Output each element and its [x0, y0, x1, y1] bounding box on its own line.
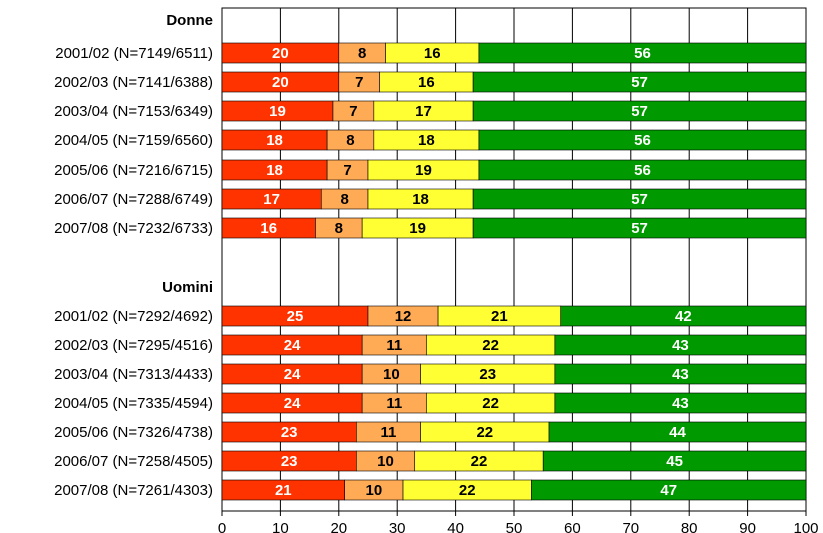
data-label: 22 [482, 337, 499, 354]
data-label: 18 [266, 162, 283, 179]
category-label: 2001/02 (N=7149/6511) [55, 45, 213, 62]
data-label: 19 [409, 220, 426, 237]
data-label: 23 [281, 453, 298, 470]
group-header: Uomini [162, 279, 213, 296]
data-label: 19 [269, 103, 286, 120]
category-label: 2002/03 (N=7141/6388) [54, 74, 213, 91]
category-label: 2004/05 (N=7159/6560) [54, 132, 213, 149]
data-label: 18 [418, 132, 435, 149]
category-label: 2002/03 (N=7295/4516) [54, 337, 213, 354]
data-label: 20 [272, 45, 289, 62]
data-label: 56 [634, 162, 651, 179]
x-tick-label: 70 [622, 520, 639, 533]
data-label: 57 [631, 191, 648, 208]
category-label: 2003/04 (N=7153/6349) [54, 103, 213, 120]
data-label: 19 [415, 162, 432, 179]
x-tick-label: 80 [681, 520, 698, 533]
data-label: 25 [287, 308, 304, 325]
data-label: 47 [660, 482, 677, 499]
data-label: 18 [412, 191, 429, 208]
data-label: 45 [666, 453, 683, 470]
plot-frame [221, 7, 807, 512]
x-tick-label: 50 [506, 520, 523, 533]
data-label: 11 [386, 337, 402, 354]
data-label: 57 [631, 103, 648, 120]
data-label: 22 [482, 395, 499, 412]
x-tick-label: 100 [793, 520, 818, 533]
x-tick-label: 90 [739, 520, 756, 533]
data-label: 7 [355, 74, 363, 91]
bar-segment [478, 159, 807, 181]
data-label: 8 [358, 45, 366, 62]
data-label: 42 [675, 308, 692, 325]
category-label: 2005/06 (N=7216/6715) [54, 162, 213, 179]
bar-segment [472, 100, 807, 122]
data-label: 8 [340, 191, 348, 208]
bar-segment [472, 217, 807, 239]
data-label: 16 [424, 45, 441, 62]
x-tick-label: 20 [330, 520, 347, 533]
bar-segment [554, 363, 807, 385]
bar-segment [472, 71, 807, 93]
data-label: 10 [365, 482, 382, 499]
data-label: 21 [275, 482, 292, 499]
data-label: 17 [415, 103, 432, 120]
data-label: 21 [491, 308, 508, 325]
data-label: 24 [284, 337, 301, 354]
data-label: 20 [272, 74, 289, 91]
data-label: 43 [672, 337, 689, 354]
bar-segment [478, 42, 807, 64]
data-label: 44 [669, 424, 686, 441]
x-tick-label: 40 [447, 520, 464, 533]
category-label: 2004/05 (N=7335/4594) [54, 395, 213, 412]
data-label: 22 [471, 453, 488, 470]
x-tick-label: 30 [389, 520, 406, 533]
bar-segment [478, 129, 807, 151]
category-label: 2006/07 (N=7258/4505) [54, 453, 213, 470]
data-label: 43 [672, 395, 689, 412]
data-label: 16 [260, 220, 277, 237]
data-label: 11 [386, 395, 402, 412]
x-tick-label: 0 [218, 520, 226, 533]
group-header: Donne [166, 12, 213, 29]
data-label: 18 [266, 132, 283, 149]
x-tick-label: 60 [564, 520, 581, 533]
data-label: 22 [476, 424, 493, 441]
data-label: 57 [631, 220, 648, 237]
bar-segment [531, 479, 807, 501]
data-label: 17 [263, 191, 280, 208]
bar-segment [554, 392, 807, 414]
data-label: 12 [395, 308, 412, 325]
category-label: 2001/02 (N=7292/4692) [54, 308, 213, 325]
data-label: 24 [284, 395, 301, 412]
category-label: 2007/08 (N=7261/4303) [54, 482, 213, 499]
data-label: 8 [335, 220, 343, 237]
category-label: 2006/07 (N=7288/6749) [54, 191, 213, 208]
data-label: 7 [349, 103, 357, 120]
data-label: 43 [672, 366, 689, 383]
bar-segment [554, 334, 807, 356]
data-label: 22 [459, 482, 476, 499]
bar-segment [472, 188, 807, 210]
x-tick-label: 10 [272, 520, 289, 533]
data-label: 56 [634, 132, 651, 149]
data-label: 10 [377, 453, 394, 470]
data-label: 10 [383, 366, 400, 383]
data-label: 24 [284, 366, 301, 383]
data-label: 23 [281, 424, 298, 441]
category-label: 2003/04 (N=7313/4433) [54, 366, 213, 383]
bar-segment [560, 305, 807, 327]
data-label: 11 [381, 424, 397, 441]
data-label: 8 [346, 132, 354, 149]
bar-segment [548, 421, 807, 443]
bar-segment [542, 450, 807, 472]
data-label: 16 [418, 74, 435, 91]
category-label: 2007/08 (N=7232/6733) [54, 220, 213, 237]
data-label: 23 [479, 366, 496, 383]
data-label: 56 [634, 45, 651, 62]
data-label: 7 [343, 162, 351, 179]
category-label: 2005/06 (N=7326/4738) [54, 424, 213, 441]
data-label: 57 [631, 74, 648, 91]
